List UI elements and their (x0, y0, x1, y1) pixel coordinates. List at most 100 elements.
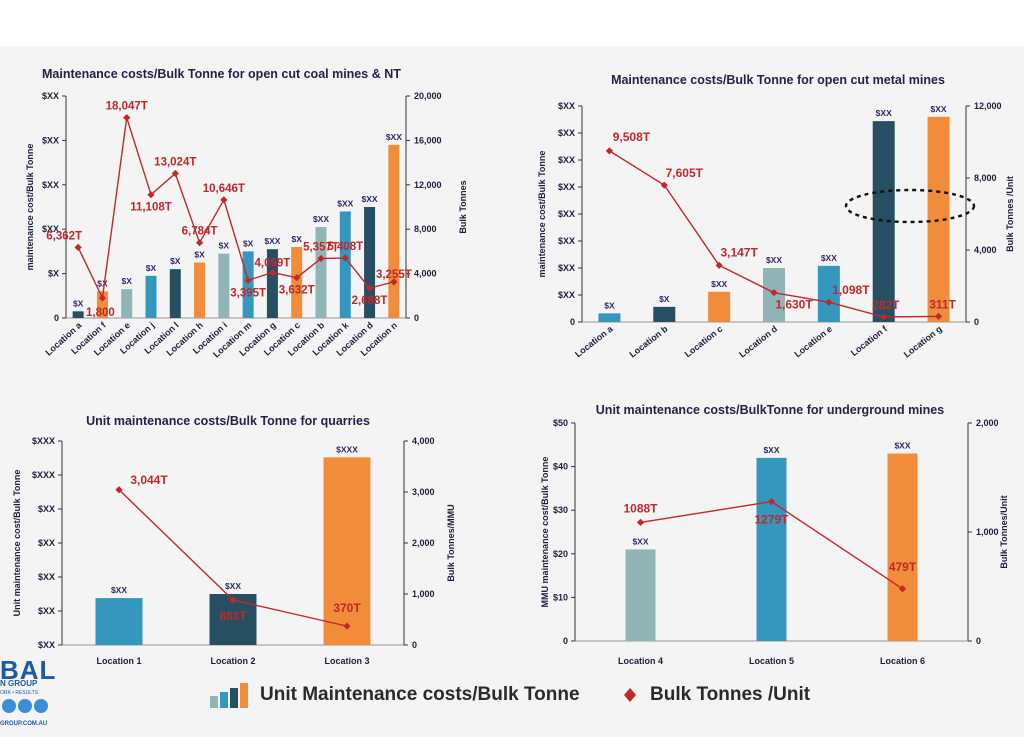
y-tick-label: $XX (558, 236, 575, 246)
bar-label: $X (146, 263, 157, 273)
bar (625, 549, 656, 641)
tonnes-point-label: 3,395T (230, 287, 266, 299)
chart-panel-background (0, 46, 1024, 737)
y2-tick-label: 4,000 (412, 436, 435, 446)
bar (72, 311, 84, 318)
y2-tick-label: 3,000 (412, 487, 435, 497)
bar (927, 116, 950, 322)
bar (887, 453, 918, 641)
underground-y2-axis-label: Bulk Tonnes/Unit (999, 495, 1009, 568)
bar (364, 207, 376, 318)
quarries-y2-axis-label: Bulk Tonnes/MMU (446, 504, 456, 581)
bar (145, 275, 157, 318)
y-tick-label: $XX (38, 504, 55, 514)
y-tick-label: $XX (558, 182, 575, 192)
tonnes-point (98, 294, 107, 302)
tonnes-point-label: 6,784T (182, 226, 218, 238)
tonnes-point-label: 3,147T (720, 245, 758, 259)
tonnes-point (880, 313, 888, 321)
y-tick-label: 0 (570, 317, 575, 327)
coal-y2-axis-label: Bulk Tonnes (458, 180, 468, 233)
y-tick-label: $XX (38, 538, 55, 548)
y-tick-label: $30 (553, 505, 568, 515)
tonnes-point (934, 312, 943, 321)
tonnes-point (171, 169, 179, 178)
tonnes-point (770, 289, 778, 297)
tonnes-point (767, 497, 776, 506)
y-tick-label: 0 (563, 636, 568, 646)
bar (96, 291, 108, 318)
bar (266, 249, 278, 318)
tonnes-point-label: 9,508T (613, 130, 651, 144)
quarries-chart: Unit maintenance costs/Bulk Tonne for qu… (12, 414, 456, 666)
bar (121, 289, 133, 318)
y2-tick-label: 4,000 (414, 269, 437, 279)
metal-y2-axis-label: Bulk Tonnes /Unit (1005, 176, 1015, 252)
underground-chart: Unit maintenance costs/BulkTonne for und… (540, 403, 1009, 666)
logo-tagline: ORK • RESULTS (0, 690, 39, 696)
bar-label: $XX (766, 255, 782, 265)
coal-chart-title: Maintenance costs/Bulk Tonne for open cu… (42, 67, 401, 81)
tonnes-point (293, 274, 301, 282)
y2-tick-label: 1,000 (976, 527, 999, 537)
tonnes-point-label: 11,108T (130, 202, 172, 214)
tonnes-point-label: 311T (929, 297, 956, 311)
y-tick-label: $XXX (32, 436, 55, 446)
underground-y-axis-label: MMU maintenance cost/Bulk Tonne (540, 457, 550, 608)
tonnes-point (660, 181, 668, 189)
bar-label: $XX (337, 198, 353, 208)
tonnes-point-label: 13,024T (154, 156, 196, 168)
y2-tick-label: 0 (412, 640, 417, 650)
bar (708, 291, 731, 322)
top-band (0, 0, 1024, 46)
y2-tick-label: 8,000 (414, 224, 437, 234)
y-tick-label: $XX (38, 640, 55, 650)
tonnes-point-label: 7,605T (666, 166, 704, 180)
y-tick-label: $XX (558, 155, 575, 165)
bar-label: $XX (711, 279, 727, 289)
y-tick-label: $XX (42, 135, 59, 145)
bar-label: $X (604, 300, 615, 310)
bar (291, 246, 303, 318)
bar-label: $X (292, 234, 303, 244)
bar-label: $XX (362, 194, 378, 204)
category-label: Location a (573, 323, 615, 359)
y-tick-label: $XX (558, 263, 575, 273)
bar-label: $X (243, 238, 254, 248)
coal-y-axis-label: maintenance cost/Bulk Tonne (25, 144, 35, 271)
bar-label: $X (73, 298, 84, 308)
tonnes-point-label: 370T (333, 601, 361, 615)
category-label: Location b (628, 323, 670, 359)
tonnes-point (220, 196, 228, 204)
tonnes-point-label: 5,357T (303, 242, 339, 254)
tonnes-point-label: 3,255T (376, 269, 412, 281)
category-label: Location d (737, 324, 779, 360)
tonnes-point (115, 486, 123, 494)
tonnes-point (317, 254, 325, 263)
tonnes-point-label: 1279T (754, 513, 789, 527)
y-tick-label: $XX (558, 209, 575, 219)
bar (817, 265, 840, 322)
bar-label: $X (97, 278, 108, 288)
bar-label: $XXX (336, 444, 358, 454)
category-label: Location 5 (749, 656, 794, 666)
legend-item-tonnes: Bulk Tonnes /Unit (622, 682, 810, 708)
category-label: Location 2 (210, 656, 255, 666)
y2-tick-label: 2,000 (412, 538, 435, 548)
bar (218, 253, 230, 318)
tonnes-point-label: 18,047T (106, 101, 148, 113)
y-tick-label: $20 (553, 549, 568, 559)
highlight-ellipse (844, 188, 976, 224)
y2-tick-label: 12,000 (974, 101, 1002, 111)
underground-chart-title: Unit maintenance costs/BulkTonne for und… (596, 403, 944, 417)
bar (388, 144, 400, 318)
bar (323, 457, 371, 645)
y-tick-label: $XX (38, 572, 55, 582)
tonnes-point (229, 596, 237, 604)
tonnes-point-label: 10,646T (203, 183, 245, 195)
logo-name: BAL (0, 655, 57, 685)
y-tick-label: 0 (54, 313, 59, 323)
bar-label: $XX (225, 581, 241, 591)
bar-label: $XX (821, 253, 837, 263)
